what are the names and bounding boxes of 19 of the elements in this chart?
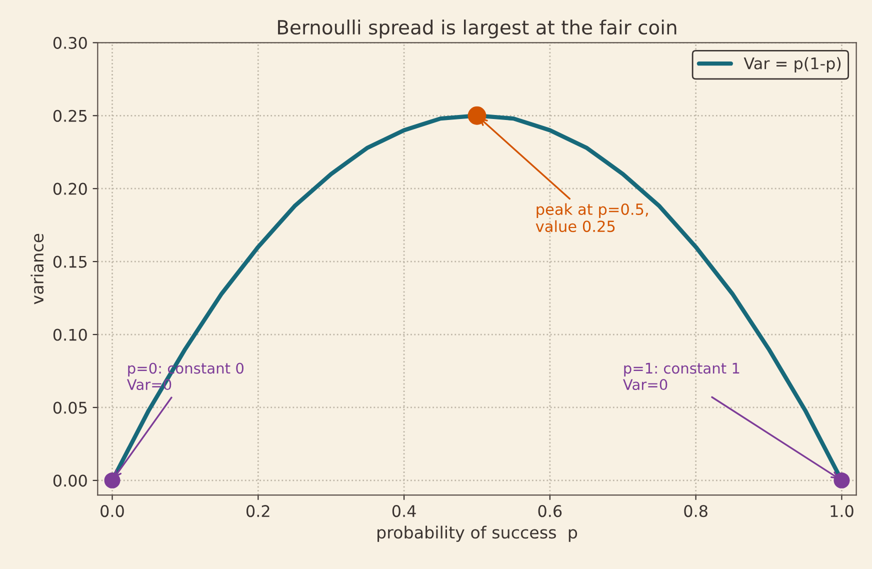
y-tick-label: 0.05 — [53, 402, 87, 414]
y-tick-label: 0.25 — [53, 110, 87, 122]
x-tick-label: 0.0 — [100, 505, 124, 518]
x-tick-label: 0.8 — [684, 505, 708, 518]
x-tick-label: 0.6 — [538, 505, 562, 518]
x-tick-label: 0.4 — [392, 505, 416, 518]
y-tick-label: 0.00 — [53, 474, 87, 487]
legend-label: Var = p(1-p) — [744, 57, 841, 73]
chart-title: Bernoulli spread is largest at the fair coin — [278, 20, 676, 38]
y-axis-title: variance — [30, 234, 44, 304]
x-tick-label: 1.0 — [830, 505, 854, 518]
y-tick-label: 0.15 — [53, 256, 87, 268]
y-tick-label: 0.30 — [53, 36, 87, 49]
x-axis-title: probability of success p — [378, 526, 578, 542]
annotation: peak at p=0.5, value 0.25 — [536, 203, 648, 232]
x-tick-label: 0.2 — [246, 505, 270, 518]
y-tick-label: 0.20 — [53, 182, 87, 195]
y-tick-label: 0.10 — [53, 328, 87, 341]
annotation: p=1: constant 1 Var=0 — [622, 362, 740, 390]
